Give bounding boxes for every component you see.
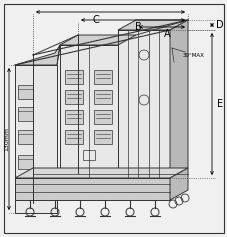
Polygon shape	[15, 178, 169, 200]
Polygon shape	[60, 45, 118, 178]
Bar	[65, 130, 83, 144]
Bar	[18, 155, 33, 169]
Polygon shape	[118, 20, 187, 30]
Text: 130mm: 130mm	[5, 127, 10, 151]
Text: A: A	[163, 29, 170, 39]
Text: D: D	[215, 20, 223, 30]
Polygon shape	[118, 30, 169, 178]
Polygon shape	[169, 20, 187, 178]
Bar	[94, 130, 111, 144]
Bar	[94, 70, 111, 84]
Bar	[18, 85, 33, 99]
Text: C: C	[92, 15, 99, 25]
Text: 30°MAX: 30°MAX	[182, 53, 204, 58]
Bar	[18, 130, 33, 144]
Text: E: E	[216, 99, 222, 109]
Bar	[65, 70, 83, 84]
Bar	[65, 110, 83, 124]
Bar	[94, 90, 111, 104]
Polygon shape	[15, 168, 187, 178]
Bar	[94, 110, 111, 124]
Bar	[65, 90, 83, 104]
Polygon shape	[60, 35, 135, 45]
Bar	[83, 150, 95, 160]
Bar	[18, 107, 33, 121]
Polygon shape	[15, 65, 57, 213]
Text: B: B	[134, 22, 141, 32]
Polygon shape	[169, 168, 187, 200]
Polygon shape	[15, 45, 60, 65]
